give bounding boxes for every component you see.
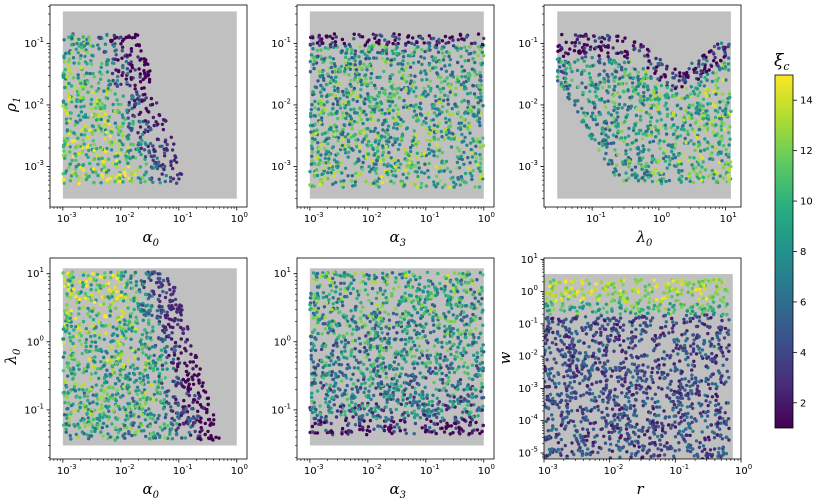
x-tick-label: 10-1 bbox=[586, 211, 606, 225]
panel-4: 10-3 10-2 10-1 100 10-1 100 101 α0 λ0 bbox=[2, 257, 248, 501]
y-tick-label: 10-2 bbox=[24, 97, 44, 111]
colorbar: 2 4 6 8 10 12 14 ξc bbox=[774, 51, 813, 429]
x-tick-label: 10-1 bbox=[669, 463, 689, 477]
y-tick-label: 10-3 bbox=[518, 381, 538, 395]
x-axis-label: α0 bbox=[143, 480, 160, 501]
colorbar-gradient bbox=[774, 74, 794, 429]
y-tick-label: 10-1 bbox=[518, 36, 538, 50]
x-tick-label: 10-1 bbox=[420, 463, 440, 477]
axes-frame bbox=[543, 257, 742, 460]
panel-1: 10-3 10-2 10-1 100 10-3 10-2 10-1 α0 ρ1 bbox=[2, 4, 248, 249]
panel-6: 10-3 10-2 10-1 100 10-5 10-4 10-3 10-2 10-1 100 10… bbox=[496, 252, 752, 498]
colorbar-label: ξc bbox=[774, 51, 790, 73]
x-tick-label: 10-2 bbox=[362, 211, 382, 225]
x-tick-label: 100 bbox=[653, 211, 670, 225]
x-tick-label: 10-2 bbox=[604, 463, 624, 477]
x-axis-label: α3 bbox=[390, 480, 407, 501]
y-tick-label: 10-1 bbox=[518, 316, 538, 330]
x-axis-label: λ0 bbox=[636, 228, 654, 249]
y-axis-label: ρ1 bbox=[2, 97, 23, 113]
x-axis-label: α0 bbox=[143, 228, 160, 249]
x-tick-label: 10-2 bbox=[362, 463, 382, 477]
scatter-points bbox=[555, 11, 733, 199]
colorbar-tick-label: 8 bbox=[800, 247, 806, 258]
x-tick-label: 100 bbox=[231, 463, 248, 477]
x-tick-label: 101 bbox=[720, 211, 737, 225]
y-tick-label: 100 bbox=[27, 334, 44, 348]
y-tick-label: 101 bbox=[27, 266, 44, 280]
y-tick-label: 10-3 bbox=[518, 159, 538, 173]
colorbar-tick-label: 2 bbox=[800, 398, 806, 409]
y-tick-label: 10-4 bbox=[518, 413, 538, 427]
x-tick-label: 10-3 bbox=[304, 211, 324, 225]
panel-3: 10-1 100 101 10-3 10-2 10-1 λ0 bbox=[518, 4, 742, 249]
x-tick-label: 100 bbox=[478, 211, 495, 225]
axes-frame bbox=[543, 4, 742, 208]
panel-2: 10-3 10-2 10-1 100 10-3 10-2 10-1 α3 bbox=[271, 4, 495, 249]
colorbar-tick-label: 6 bbox=[800, 297, 806, 308]
y-tick-label: 10-1 bbox=[24, 36, 44, 50]
x-axis-label: r bbox=[637, 480, 645, 498]
y-tick-label: 101 bbox=[274, 266, 291, 280]
panel-5: 10-3 10-2 10-1 100 10-1 100 101 α3 bbox=[271, 257, 495, 501]
scatter-points bbox=[61, 268, 237, 446]
y-tick-label: 100 bbox=[274, 334, 291, 348]
colorbar-tick-label: 14 bbox=[800, 96, 813, 107]
x-tick-label: 100 bbox=[231, 211, 248, 225]
y-axis-label: λ0 bbox=[2, 348, 23, 366]
x-tick-label: 100 bbox=[478, 463, 495, 477]
y-tick-label: 10-1 bbox=[271, 402, 291, 416]
colorbar-tick-label: 4 bbox=[800, 348, 806, 359]
x-tick-label: 10-3 bbox=[57, 211, 77, 225]
y-tick-label: 10-2 bbox=[518, 97, 538, 111]
x-tick-label: 10-3 bbox=[304, 463, 324, 477]
x-tick-label: 10-1 bbox=[173, 211, 193, 225]
y-axis-label: w bbox=[496, 352, 514, 365]
x-tick-label: 100 bbox=[735, 463, 752, 477]
scatter-points bbox=[308, 268, 486, 446]
scatter-points bbox=[544, 274, 733, 459]
y-tick-label: 10-1 bbox=[24, 402, 44, 416]
y-tick-label: 100 bbox=[521, 284, 538, 298]
x-tick-label: 10-2 bbox=[115, 211, 135, 225]
x-tick-label: 10-3 bbox=[538, 463, 558, 477]
y-tick-label: 10-5 bbox=[518, 445, 538, 459]
y-tick-label: 10-2 bbox=[518, 349, 538, 363]
x-tick-label: 10-1 bbox=[420, 211, 440, 225]
colorbar-tick-label: 12 bbox=[800, 146, 813, 157]
x-tick-label: 10-2 bbox=[115, 463, 135, 477]
scatter-points bbox=[61, 11, 237, 199]
x-tick-label: 10-1 bbox=[173, 463, 193, 477]
y-tick-label: 10-3 bbox=[271, 159, 291, 173]
y-tick-label: 10-1 bbox=[271, 36, 291, 50]
colorbar-tick-label: 10 bbox=[800, 197, 813, 208]
y-tick-label: 10-2 bbox=[271, 97, 291, 111]
x-tick-label: 10-3 bbox=[57, 463, 77, 477]
y-tick-label: 10-3 bbox=[24, 159, 44, 173]
x-axis-label: α3 bbox=[390, 228, 407, 249]
scatter-points bbox=[308, 11, 486, 199]
y-tick-label: 101 bbox=[521, 252, 538, 266]
